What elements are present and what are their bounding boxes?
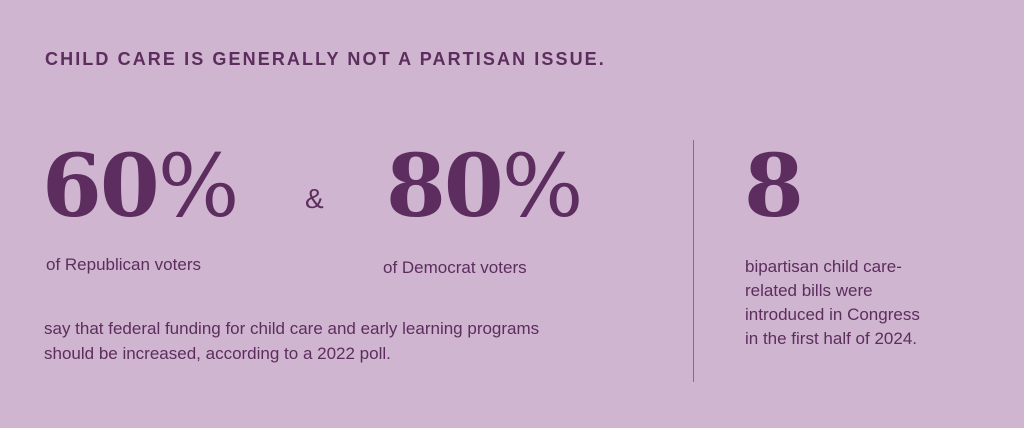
infographic-heading: CHILD CARE IS GENERALLY NOT A PARTISAN I… [45, 49, 606, 69]
republican-percentage-sign: % [157, 137, 240, 237]
democrat-percentage: 80% [386, 144, 583, 231]
republican-percentage-number: 60 [42, 136, 160, 237]
vertical-divider [693, 140, 694, 382]
funding-summary-line-2: should be increased, according to a 2022… [44, 344, 391, 363]
republican-percentage: 60% [42, 144, 239, 231]
funding-summary: say that federal funding for child care … [44, 316, 664, 366]
democrat-percentage-number: 80 [386, 136, 504, 237]
bills-description-line-4: in the first half of 2024. [745, 329, 917, 348]
bills-description: bipartisan child care- related bills wer… [745, 255, 985, 351]
democrat-percentage-sign: % [501, 137, 584, 237]
bills-description-line-1: bipartisan child care- [745, 257, 902, 276]
bills-description-line-2: related bills were [745, 281, 873, 300]
bills-count: 8 [744, 144, 804, 230]
bills-count-number: 8 [744, 136, 804, 237]
bills-description-line-3: introduced in Congress [745, 305, 920, 324]
republican-caption: of Republican voters [46, 255, 201, 274]
ampersand: & [305, 183, 324, 214]
funding-summary-line-1: say that federal funding for child care … [44, 319, 540, 338]
democrat-caption: of Democrat voters [383, 258, 527, 277]
